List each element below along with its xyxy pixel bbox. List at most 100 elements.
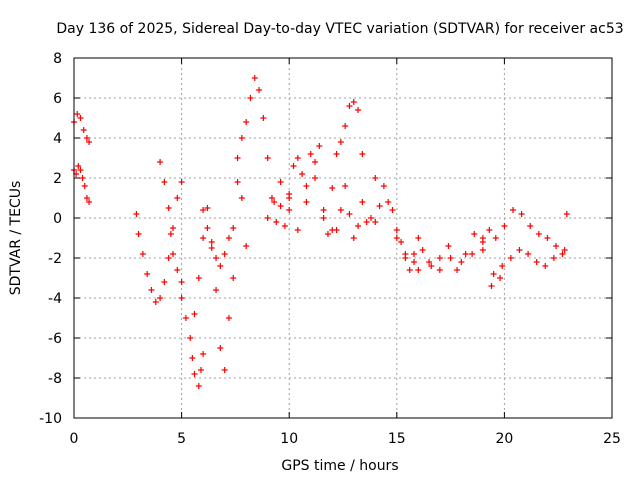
data-point [415,267,422,273]
y-axis-label: SDTVAR / TECUs [8,181,24,296]
data-point [157,295,164,301]
data-point [402,251,409,257]
data-point [544,235,551,241]
data-point [191,371,198,377]
data-point [510,207,517,213]
data-point [182,315,189,321]
data-point [286,207,293,213]
data-point [299,171,306,177]
data-point [243,119,250,125]
data-point [256,87,263,93]
data-point [426,259,433,265]
data-point [243,243,250,249]
data-point [411,259,418,265]
data-point [469,251,476,257]
data-point [507,255,514,261]
data-point [516,247,523,253]
data-point [316,143,323,149]
data-point [195,275,202,281]
data-point [490,271,497,277]
chart-title: Day 136 of 2025, Sidereal Day-to-day VTE… [56,21,623,37]
data-point [217,345,224,351]
data-point [324,231,331,237]
data-point [144,271,151,277]
data-point [454,267,461,273]
data-point [167,231,174,237]
data-point [208,245,215,251]
data-point [197,367,204,373]
data-point [165,205,172,211]
data-point [286,191,293,197]
data-point [268,195,275,201]
data-point [329,185,336,191]
data-point [161,279,168,285]
data-point [359,199,366,205]
data-point [542,263,549,269]
data-point [376,203,383,209]
data-point [83,135,90,141]
data-point [204,225,211,231]
y-tick-label: 4 [53,131,62,147]
y-tick-label: 8 [53,51,62,67]
data-point [174,267,181,273]
data-point [419,247,426,253]
data-point [213,287,220,293]
data-point [221,251,228,257]
data-point [225,315,232,321]
data-point [333,151,340,157]
data-point [77,167,84,173]
data-point [79,175,86,181]
data-point [139,251,146,257]
data-point [303,183,310,189]
x-tick-labels: 0 5 10 15 20 25 [70,431,621,447]
x-axis-label: GPS time / hours [281,458,398,474]
data-point [436,255,443,261]
data-point [479,247,486,253]
y-tick-label: -4 [48,291,62,307]
x-tick-label: 15 [388,431,406,447]
y-tick-label: 0 [53,211,62,227]
data-point [157,159,164,165]
data-point [337,139,344,145]
data-point [152,299,159,305]
data-point [312,159,319,165]
data-point [208,239,215,245]
data-point [169,251,176,257]
data-point [169,225,176,231]
data-point [251,75,258,81]
data-point [189,355,196,361]
data-point [486,227,493,233]
data-point [342,123,349,129]
data-point [230,275,237,281]
data-point [346,211,353,217]
data-point [281,223,288,229]
y-tick-label: -8 [48,371,62,387]
data-point [462,251,469,257]
data-point [559,251,566,257]
data-point [271,199,278,205]
data-point [165,255,172,261]
data-point [342,183,349,189]
data-point [488,283,495,289]
data-point [260,115,267,121]
data-point [135,231,142,237]
data-point [445,243,452,249]
data-point [471,231,478,237]
data-point [303,199,310,205]
data-point [83,195,90,201]
data-point [372,175,379,181]
data-point [217,263,224,269]
data-point [337,207,344,213]
data-point [393,235,400,241]
data-point [533,259,540,265]
data-point [81,183,88,189]
y-tick-label: -6 [48,331,62,347]
y-tick-label: 2 [53,171,62,187]
data-point [247,95,254,101]
data-point [238,135,245,141]
data-point [398,239,405,245]
data-point [372,219,379,225]
data-point [148,287,155,293]
data-point [550,255,557,261]
